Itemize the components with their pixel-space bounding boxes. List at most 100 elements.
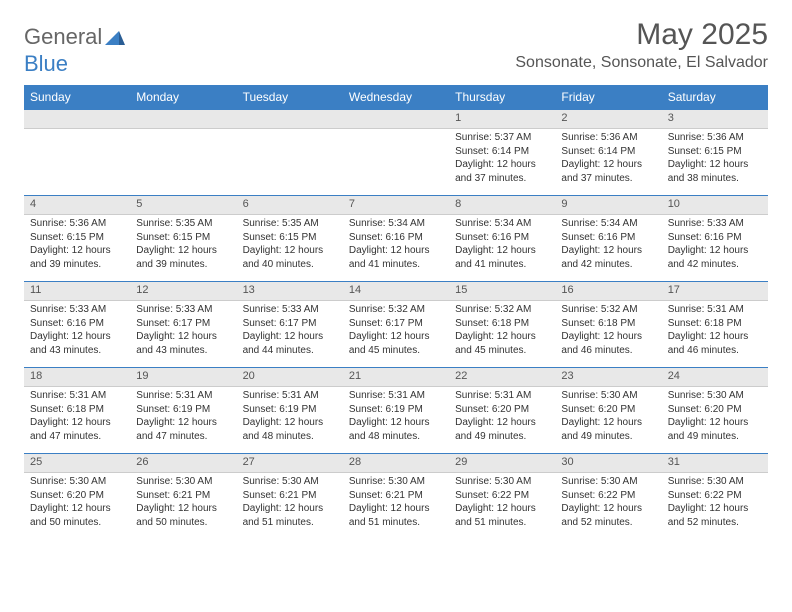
daylight-text-2: and 48 minutes. bbox=[349, 430, 443, 444]
day-number bbox=[130, 110, 236, 129]
day-cell: Sunrise: 5:32 AMSunset: 6:17 PMDaylight:… bbox=[343, 301, 449, 368]
daylight-text-1: Daylight: 12 hours bbox=[668, 416, 762, 430]
sunset-text: Sunset: 6:22 PM bbox=[455, 489, 549, 503]
calendar-body: 123Sunrise: 5:37 AMSunset: 6:14 PMDaylig… bbox=[24, 110, 768, 540]
day-number: 24 bbox=[662, 368, 768, 387]
daylight-text-2: and 50 minutes. bbox=[136, 516, 230, 530]
sunrise-text: Sunrise: 5:36 AM bbox=[561, 131, 655, 145]
daylight-text-1: Daylight: 12 hours bbox=[455, 158, 549, 172]
logo-text-blue: Blue bbox=[24, 51, 68, 76]
day-number: 29 bbox=[449, 454, 555, 473]
daylight-text-2: and 37 minutes. bbox=[561, 172, 655, 186]
daylight-text-1: Daylight: 12 hours bbox=[136, 502, 230, 516]
day-cell: Sunrise: 5:33 AMSunset: 6:16 PMDaylight:… bbox=[662, 215, 768, 282]
daylight-text-2: and 41 minutes. bbox=[455, 258, 549, 272]
sunset-text: Sunset: 6:22 PM bbox=[561, 489, 655, 503]
day-number: 10 bbox=[662, 196, 768, 215]
daylight-text-2: and 52 minutes. bbox=[561, 516, 655, 530]
day-cell: Sunrise: 5:34 AMSunset: 6:16 PMDaylight:… bbox=[555, 215, 661, 282]
day-cell: Sunrise: 5:30 AMSunset: 6:22 PMDaylight:… bbox=[449, 473, 555, 540]
sunrise-text: Sunrise: 5:34 AM bbox=[561, 217, 655, 231]
daylight-text-2: and 45 minutes. bbox=[349, 344, 443, 358]
daylight-text-2: and 50 minutes. bbox=[30, 516, 124, 530]
day-number: 15 bbox=[449, 282, 555, 301]
daylight-text-1: Daylight: 12 hours bbox=[136, 244, 230, 258]
daylight-text-2: and 47 minutes. bbox=[136, 430, 230, 444]
day-number: 19 bbox=[130, 368, 236, 387]
sunrise-text: Sunrise: 5:33 AM bbox=[243, 303, 337, 317]
daylight-text-2: and 39 minutes. bbox=[30, 258, 124, 272]
weekday-saturday: Saturday bbox=[662, 85, 768, 110]
daylight-text-1: Daylight: 12 hours bbox=[668, 158, 762, 172]
day-number: 3 bbox=[662, 110, 768, 129]
sunset-text: Sunset: 6:18 PM bbox=[30, 403, 124, 417]
daylight-text-1: Daylight: 12 hours bbox=[561, 330, 655, 344]
day-cell bbox=[24, 129, 130, 196]
sunrise-text: Sunrise: 5:30 AM bbox=[668, 475, 762, 489]
sunrise-text: Sunrise: 5:31 AM bbox=[243, 389, 337, 403]
daylight-text-1: Daylight: 12 hours bbox=[668, 244, 762, 258]
day-cell: Sunrise: 5:35 AMSunset: 6:15 PMDaylight:… bbox=[130, 215, 236, 282]
sunrise-text: Sunrise: 5:32 AM bbox=[561, 303, 655, 317]
sunrise-text: Sunrise: 5:30 AM bbox=[668, 389, 762, 403]
week-1-info-row: Sunrise: 5:36 AMSunset: 6:15 PMDaylight:… bbox=[24, 215, 768, 282]
calendar-table: Sunday Monday Tuesday Wednesday Thursday… bbox=[24, 85, 768, 539]
daylight-text-1: Daylight: 12 hours bbox=[561, 244, 655, 258]
week-0-daynum-row: 123 bbox=[24, 110, 768, 129]
day-number: 31 bbox=[662, 454, 768, 473]
weekday-thursday: Thursday bbox=[449, 85, 555, 110]
daylight-text-1: Daylight: 12 hours bbox=[30, 502, 124, 516]
logo-text-general: General bbox=[24, 24, 102, 49]
day-number: 8 bbox=[449, 196, 555, 215]
sunrise-text: Sunrise: 5:32 AM bbox=[349, 303, 443, 317]
daylight-text-2: and 51 minutes. bbox=[455, 516, 549, 530]
sunrise-text: Sunrise: 5:35 AM bbox=[243, 217, 337, 231]
daylight-text-2: and 51 minutes. bbox=[243, 516, 337, 530]
day-number: 2 bbox=[555, 110, 661, 129]
sunrise-text: Sunrise: 5:30 AM bbox=[243, 475, 337, 489]
sunset-text: Sunset: 6:15 PM bbox=[668, 145, 762, 159]
sunset-text: Sunset: 6:17 PM bbox=[136, 317, 230, 331]
logo: General Blue bbox=[24, 24, 125, 77]
daylight-text-2: and 46 minutes. bbox=[561, 344, 655, 358]
day-number: 6 bbox=[237, 196, 343, 215]
sunset-text: Sunset: 6:15 PM bbox=[136, 231, 230, 245]
day-number: 12 bbox=[130, 282, 236, 301]
day-cell: Sunrise: 5:31 AMSunset: 6:19 PMDaylight:… bbox=[343, 387, 449, 454]
day-cell: Sunrise: 5:31 AMSunset: 6:18 PMDaylight:… bbox=[662, 301, 768, 368]
sunset-text: Sunset: 6:18 PM bbox=[561, 317, 655, 331]
sunrise-text: Sunrise: 5:30 AM bbox=[349, 475, 443, 489]
weekday-sunday: Sunday bbox=[24, 85, 130, 110]
day-cell: Sunrise: 5:30 AMSunset: 6:20 PMDaylight:… bbox=[24, 473, 130, 540]
weekday-wednesday: Wednesday bbox=[343, 85, 449, 110]
daylight-text-1: Daylight: 12 hours bbox=[30, 330, 124, 344]
day-cell: Sunrise: 5:33 AMSunset: 6:17 PMDaylight:… bbox=[130, 301, 236, 368]
sunrise-text: Sunrise: 5:31 AM bbox=[349, 389, 443, 403]
weekday-header-row: Sunday Monday Tuesday Wednesday Thursday… bbox=[24, 85, 768, 110]
daylight-text-1: Daylight: 12 hours bbox=[136, 416, 230, 430]
weekday-friday: Friday bbox=[555, 85, 661, 110]
day-cell: Sunrise: 5:34 AMSunset: 6:16 PMDaylight:… bbox=[343, 215, 449, 282]
daylight-text-1: Daylight: 12 hours bbox=[30, 244, 124, 258]
daylight-text-2: and 52 minutes. bbox=[668, 516, 762, 530]
daylight-text-2: and 47 minutes. bbox=[30, 430, 124, 444]
daylight-text-2: and 37 minutes. bbox=[455, 172, 549, 186]
sunset-text: Sunset: 6:17 PM bbox=[349, 317, 443, 331]
sunset-text: Sunset: 6:19 PM bbox=[136, 403, 230, 417]
sunrise-text: Sunrise: 5:34 AM bbox=[455, 217, 549, 231]
day-number: 26 bbox=[130, 454, 236, 473]
sunset-text: Sunset: 6:18 PM bbox=[668, 317, 762, 331]
day-cell: Sunrise: 5:33 AMSunset: 6:16 PMDaylight:… bbox=[24, 301, 130, 368]
weekday-tuesday: Tuesday bbox=[237, 85, 343, 110]
daylight-text-1: Daylight: 12 hours bbox=[455, 502, 549, 516]
daylight-text-1: Daylight: 12 hours bbox=[455, 416, 549, 430]
sunset-text: Sunset: 6:20 PM bbox=[455, 403, 549, 417]
week-3-daynum-row: 18192021222324 bbox=[24, 368, 768, 387]
day-number: 22 bbox=[449, 368, 555, 387]
daylight-text-1: Daylight: 12 hours bbox=[668, 502, 762, 516]
sunset-text: Sunset: 6:14 PM bbox=[455, 145, 549, 159]
day-number: 1 bbox=[449, 110, 555, 129]
day-number: 5 bbox=[130, 196, 236, 215]
sunset-text: Sunset: 6:19 PM bbox=[349, 403, 443, 417]
sunset-text: Sunset: 6:21 PM bbox=[243, 489, 337, 503]
